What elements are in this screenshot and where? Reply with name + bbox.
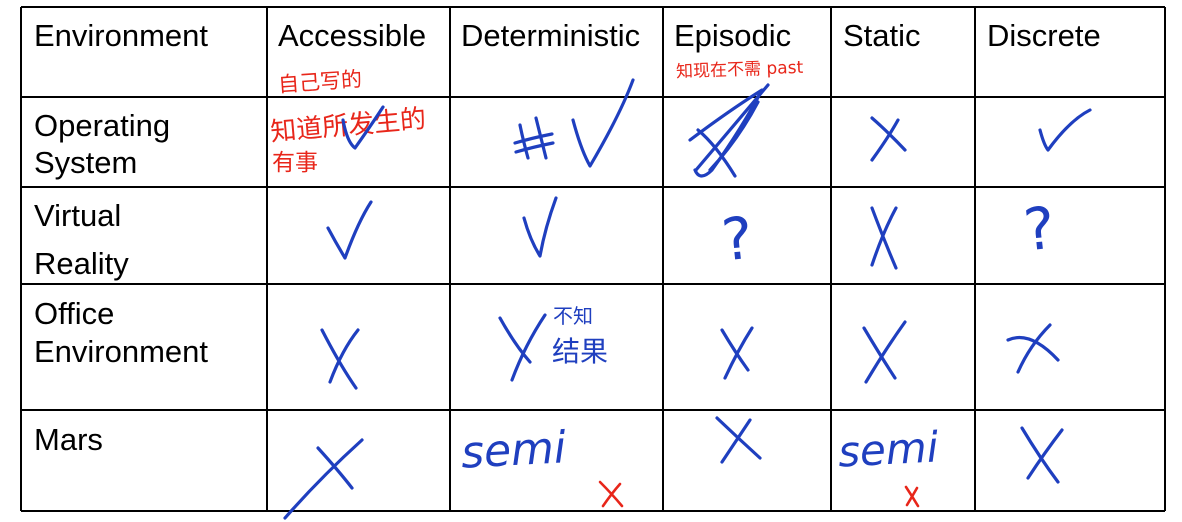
- header-discrete: Discrete: [987, 18, 1101, 53]
- os-discrete-check-icon: [1038, 108, 1092, 152]
- office-episodic-cross-icon: [720, 326, 754, 380]
- header-environment: Environment: [34, 18, 209, 53]
- os-accessible-check-icon: [341, 105, 385, 150]
- office-static-cross-icon: [862, 320, 907, 384]
- mars-deterministic-red-cross-icon: [598, 480, 624, 508]
- row-label-operating-system-line1: Operating: [34, 108, 171, 143]
- header-deterministic: Deterministic: [461, 18, 641, 53]
- office-accessible-cross-icon: [320, 328, 360, 390]
- office-deterministic-note-line1: 不知: [553, 304, 593, 328]
- mars-static-red-cross-icon: [904, 485, 920, 508]
- row-label-office-environment-line1: Office: [34, 296, 115, 331]
- header-static: Static: [843, 18, 921, 53]
- vr-accessible-check-icon: [326, 200, 373, 260]
- os-static-cross-icon: [870, 116, 907, 162]
- vr-static-cross-icon: [870, 206, 898, 270]
- row-label-office-environment-line2: Environment: [34, 334, 209, 369]
- mars-episodic-cross-icon: [715, 416, 762, 464]
- header-episodic: Episodic: [674, 18, 792, 53]
- os-episodic-scribble-icon: [688, 88, 764, 178]
- os-deterministic-strikethrough-icon: [513, 116, 555, 160]
- row-label-virtual-reality-line1: Virtual: [34, 198, 122, 233]
- vr-deterministic-check-icon: [522, 196, 558, 258]
- os-deterministic-check-icon: [571, 78, 635, 168]
- office-deterministic-note-line2: 结果: [552, 335, 609, 368]
- office-discrete-cross-icon: [1006, 323, 1060, 374]
- accessible-note-line3: 有事: [272, 150, 318, 176]
- row-label-operating-system-line2: System: [34, 145, 138, 180]
- header-accessible: Accessible: [278, 18, 427, 53]
- office-deterministic-cross-icon: [498, 313, 547, 382]
- row-label-mars: Mars: [34, 422, 103, 457]
- row-label-virtual-reality-line2: Reality: [34, 246, 129, 281]
- mars-discrete-cross-icon: [1020, 426, 1064, 484]
- mars-accessible-cross-icon: [283, 438, 364, 520]
